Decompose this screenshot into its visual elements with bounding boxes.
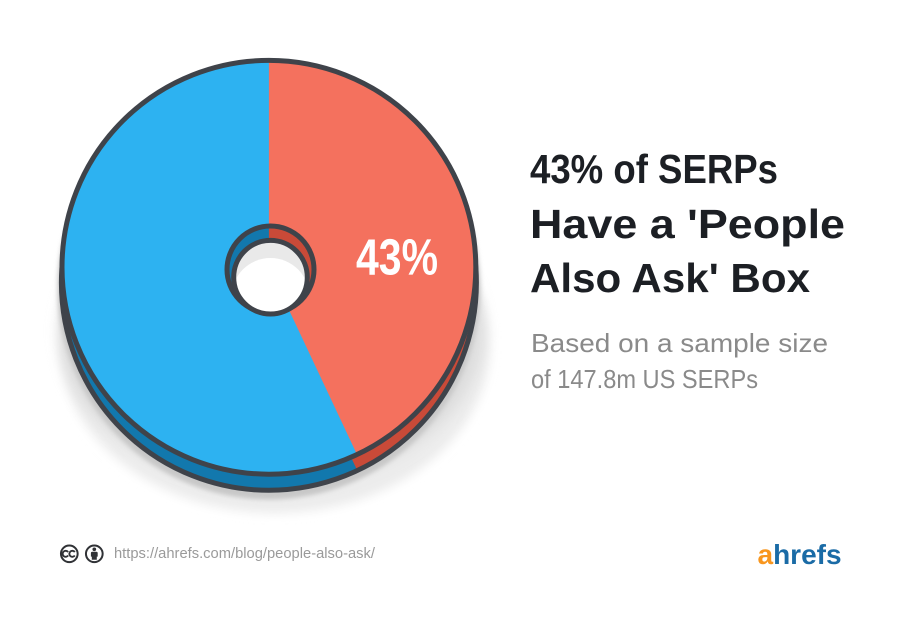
svg-text:https://ahrefs.com/blog/people: https://ahrefs.com/blog/people-also-ask/ bbox=[114, 545, 376, 562]
svg-text:43% of SERPs: 43% of SERPs bbox=[530, 146, 778, 192]
svg-text:Also Ask' Box: Also Ask' Box bbox=[530, 255, 810, 301]
svg-text:Based on a sample size: Based on a sample size bbox=[531, 328, 828, 358]
svg-text:of 147.8m US SERPs: of 147.8m US SERPs bbox=[531, 364, 758, 394]
svg-text:ahrefs: ahrefs bbox=[758, 539, 842, 570]
svg-text:43%: 43% bbox=[356, 228, 438, 285]
svg-text:Have a 'People: Have a 'People bbox=[530, 201, 845, 247]
